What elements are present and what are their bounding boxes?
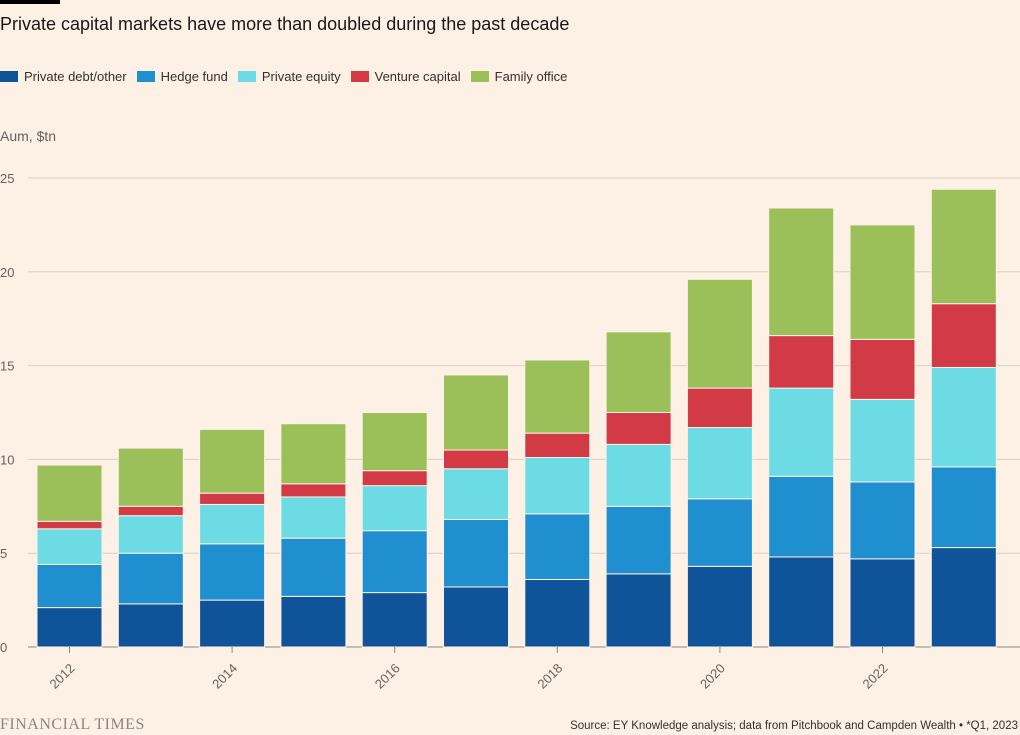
x-tick-label-2022: 2022 <box>860 661 891 692</box>
bar-segment-2022-s0 <box>849 558 916 648</box>
bar-segment-2016-s3 <box>361 470 428 487</box>
bar-segment-2021-s4 <box>768 207 835 337</box>
legend-swatch-venture-capital <box>350 71 369 82</box>
bar-segment-2014-s1 <box>199 543 266 601</box>
x-tick-label-2016: 2016 <box>372 661 403 692</box>
bar-segment-2017-s4 <box>443 374 509 451</box>
bar-segment-2019-s4 <box>605 331 672 413</box>
bar-segment-2016-s1 <box>361 530 428 594</box>
bar-segment-2017-s3 <box>443 449 509 470</box>
bar-segment-2023-s1 <box>930 466 997 549</box>
brand-bar <box>0 0 60 4</box>
y-axis-unit-label: Aum, $tn <box>0 128 57 144</box>
bar-segment-2012-s3 <box>36 520 103 530</box>
legend-item-private-debt: Private debt/other <box>0 69 127 84</box>
bar-segment-2020-s1 <box>686 498 753 567</box>
source-note: Source: EY Knowledge analysis; data from… <box>570 720 1018 732</box>
bar-segment-2017-s2 <box>443 468 509 520</box>
bar-segment-2013-s2 <box>117 515 184 554</box>
bar-segment-2018-s2 <box>524 457 591 515</box>
bar-segment-2016-s0 <box>361 592 428 648</box>
bar-segment-2013-s3 <box>117 505 184 517</box>
x-tick-label-2018: 2018 <box>534 661 565 692</box>
legend-item-private-equity: Private equity <box>237 69 341 84</box>
brand-logo: FINANCIAL TIMES <box>0 716 145 733</box>
bar-segment-2014-s2 <box>199 503 266 545</box>
bar-segment-2018-s1 <box>524 513 591 580</box>
bar-segment-2015-s4 <box>280 423 347 485</box>
bar-segment-2018-s0 <box>524 578 591 648</box>
y-tick-label-15: 15 <box>0 359 14 374</box>
bar-segment-2021-s0 <box>768 556 835 648</box>
bar-segment-2014-s3 <box>199 492 266 505</box>
bar-segment-2020-s4 <box>686 278 753 389</box>
bar-segment-2020-s0 <box>686 565 753 648</box>
bar-segment-2016-s2 <box>361 485 428 532</box>
bar-segment-2018-s4 <box>524 359 591 434</box>
legend-label-venture-capital: Venture capital <box>374 69 461 84</box>
bar-segment-2016-s4 <box>361 412 428 472</box>
bar-segment-2012-s0 <box>36 607 103 648</box>
legend-swatch-hedge-fund <box>136 71 155 82</box>
bar-segment-2015-s2 <box>280 496 347 539</box>
bar-segment-2015-s3 <box>280 483 347 498</box>
bar-segment-2019-s0 <box>605 573 672 648</box>
bar-segment-2022-s1 <box>849 481 916 560</box>
legend-item-family-office: Family office <box>470 69 568 84</box>
bar-segment-2014-s0 <box>199 599 266 648</box>
y-tick-label-10: 10 <box>0 452 14 467</box>
bar-segment-2019-s3 <box>605 412 672 445</box>
bar-segment-2017-s1 <box>443 518 509 588</box>
legend-label-family-office: Family office <box>494 69 568 84</box>
bar-segment-2012-s2 <box>36 528 103 565</box>
bar-segment-2023-s2 <box>930 366 997 468</box>
bar-segment-2017-s0 <box>443 586 509 648</box>
bar-segment-2022-s4 <box>849 224 916 340</box>
bar-segment-2019-s2 <box>605 443 672 507</box>
y-tick-label-20: 20 <box>0 265 14 280</box>
bar-segment-2023-s3 <box>930 303 997 368</box>
legend-label-private-debt: Private debt/other <box>24 69 127 84</box>
chart-title: Private capital markets have more than d… <box>0 14 570 34</box>
bar-segment-2020-s3 <box>686 387 753 429</box>
bar-segment-2021-s3 <box>768 335 835 389</box>
y-tick-label-25: 25 <box>0 171 14 186</box>
bar-segment-2023-s0 <box>930 547 997 648</box>
y-tick-label-5: 5 <box>0 546 7 561</box>
legend: Private debt/other Hedge fund Private eq… <box>0 69 567 84</box>
bar-segment-2013-s1 <box>117 552 184 605</box>
bar-segment-2012-s1 <box>36 563 103 609</box>
bar-segment-2023-s4 <box>930 188 997 305</box>
bar-segment-2015-s0 <box>280 595 347 648</box>
bar-segment-2021-s2 <box>768 387 835 477</box>
x-tick-label-2020: 2020 <box>697 661 728 692</box>
y-tick-label-0: 0 <box>0 640 7 655</box>
bar-segment-2014-s4 <box>199 428 266 494</box>
bar-segment-2013-s0 <box>117 603 184 648</box>
bar-segment-2020-s2 <box>686 427 753 500</box>
bar-segment-2022-s2 <box>849 398 916 483</box>
legend-item-hedge-fund: Hedge fund <box>136 69 228 84</box>
legend-item-venture-capital: Venture capital <box>350 69 461 84</box>
legend-swatch-private-equity <box>237 71 256 82</box>
bar-segment-2022-s3 <box>849 338 916 400</box>
legend-swatch-private-debt <box>0 71 18 82</box>
legend-swatch-family-office <box>470 71 489 82</box>
bar-segment-2012-s4 <box>36 464 103 522</box>
bar-segment-2013-s4 <box>117 447 184 507</box>
bar-segment-2018-s3 <box>524 432 591 459</box>
legend-label-private-equity: Private equity <box>261 69 341 84</box>
legend-label-hedge-fund: Hedge fund <box>160 69 228 84</box>
bar-segment-2019-s1 <box>605 505 672 575</box>
bar-segment-2021-s1 <box>768 475 835 558</box>
bar-segment-2015-s1 <box>280 537 347 597</box>
x-tick-label-2014: 2014 <box>209 661 240 692</box>
x-tick-label-2012: 2012 <box>47 661 78 692</box>
